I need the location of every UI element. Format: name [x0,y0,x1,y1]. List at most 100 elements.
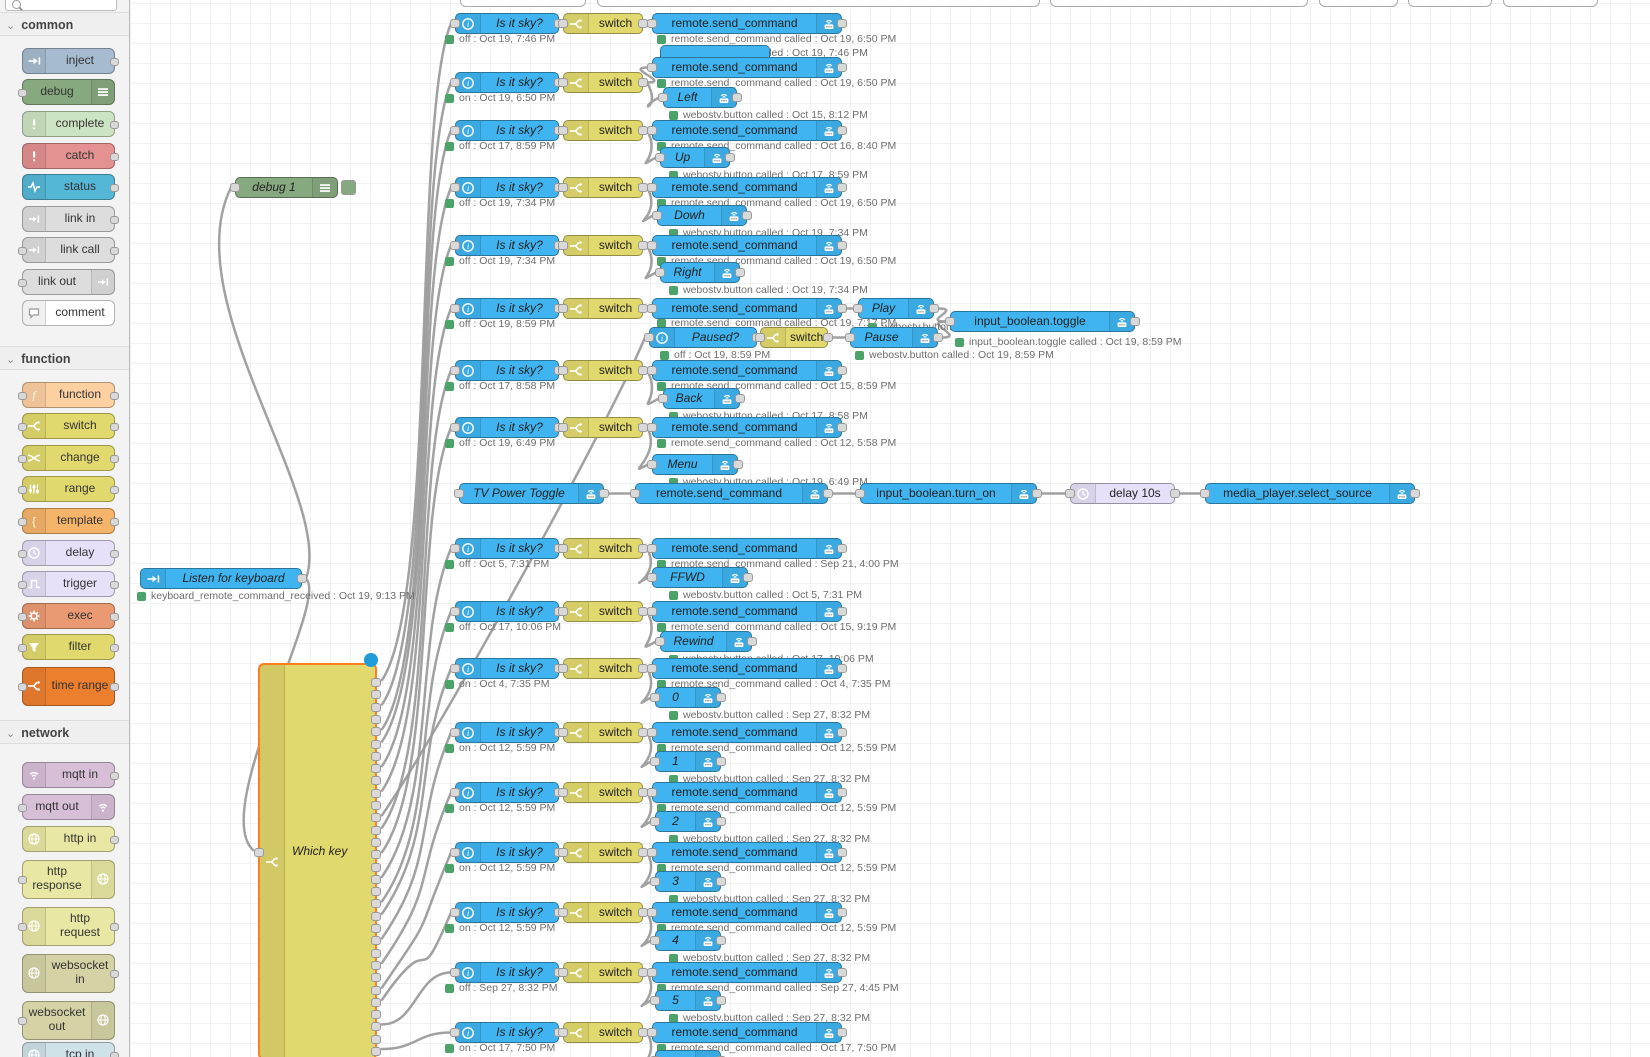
input-port[interactable] [450,241,460,250]
input-port[interactable] [647,241,657,250]
switch-node[interactable]: switch [558,235,648,256]
output-port[interactable] [837,183,847,192]
input-port[interactable] [230,183,240,192]
palette-node-switch[interactable]: switch [18,413,119,439]
palette-node-complete[interactable]: complete [22,111,119,137]
switch-node[interactable]: switch [558,298,648,319]
tv-flow-node[interactable]: delay 10s [1065,483,1180,504]
input-port[interactable] [647,304,657,313]
input-port[interactable] [450,848,460,857]
wire[interactable] [380,307,453,792]
key-button-node[interactable]: Left [658,87,742,108]
input-port[interactable] [558,728,568,737]
output-port[interactable] [371,776,381,786]
output-port[interactable] [716,693,726,702]
switch-node[interactable]: switch [558,13,648,34]
tv-flow-node[interactable]: media_player.select_source [1200,483,1420,504]
remote-send-command-node[interactable]: remote.send_command [647,417,847,438]
key-button-node[interactable]: Menu [647,454,743,475]
palette-node-time-range[interactable]: time range [18,666,119,706]
input-port[interactable] [644,333,654,342]
input-port[interactable] [450,78,460,87]
input-port[interactable] [450,728,460,737]
palette-node-trigger[interactable]: trigger [18,571,119,597]
wire[interactable] [641,186,655,223]
output-port[interactable] [371,1022,381,1032]
wire[interactable] [217,186,311,580]
switch-node[interactable]: switch [558,962,648,983]
palette-section-header-function[interactable]: ⌄ function [0,346,129,370]
output-port[interactable] [837,304,847,313]
input-port[interactable] [647,968,657,977]
output-port[interactable] [716,817,726,826]
input-port[interactable] [647,126,657,135]
input-port[interactable] [558,848,568,857]
input-port[interactable] [558,968,568,977]
wire[interactable] [640,911,653,948]
output-port[interactable] [1130,317,1140,326]
input-port[interactable] [558,366,568,375]
tv-flow-node[interactable]: remote.send_command [630,483,833,504]
wire[interactable] [637,426,653,470]
input-boolean-toggle-node[interactable]: input_boolean.toggle [945,311,1140,332]
palette-node-inject[interactable]: inject [22,48,119,74]
palette-section-header-network[interactable]: ⌄ network [0,720,129,744]
palette-section-header-common[interactable]: ⌄ common [0,12,129,36]
event-listen-node[interactable]: Listen for keyboard [140,568,307,589]
switch-node[interactable]: switch [558,722,648,743]
switch-node[interactable]: switch [558,842,648,863]
wire[interactable] [380,731,453,940]
remote-send-command-node[interactable]: remote.send_command [647,1022,847,1043]
output-port[interactable] [371,924,381,933]
wire[interactable] [640,971,653,1008]
input-port[interactable] [945,317,955,326]
output-port[interactable] [599,489,609,498]
output-port[interactable] [371,751,381,761]
output-port[interactable] [371,973,381,983]
input-port[interactable] [450,126,460,135]
palette-node-mqtt-in[interactable]: mqtt in [22,762,119,788]
input-port[interactable] [254,848,264,857]
wire[interactable] [640,791,653,829]
wire[interactable] [380,244,453,768]
key-button-node[interactable]: Dowh [652,205,752,226]
palette-node-tcp-in[interactable]: tcp in [22,1042,119,1057]
input-port[interactable] [647,19,657,28]
input-port[interactable] [558,19,568,28]
input-port[interactable] [647,573,657,582]
output-port[interactable] [371,862,381,872]
wire[interactable] [645,369,661,406]
palette-node-debug[interactable]: debug [18,79,115,105]
palette-node-catch[interactable]: catch [22,143,119,169]
input-port[interactable] [450,544,460,553]
output-port[interactable] [371,960,381,970]
palette-node-http-response[interactable]: http response [18,859,115,899]
output-port[interactable] [371,801,381,810]
key-button-node[interactable]: Play [853,298,939,319]
remote-send-command-node[interactable]: remote.send_command [647,658,847,679]
palette-node-link-in[interactable]: link in [22,206,119,232]
input-port[interactable] [647,63,657,72]
output-port[interactable] [371,714,381,724]
is-it-sky-node[interactable]: i Is it sky? [450,658,564,679]
is-it-sky-node[interactable]: i Is it sky? [450,298,564,319]
wire[interactable] [640,667,653,705]
output-port[interactable] [371,850,381,860]
output-port[interactable] [371,997,381,1007]
output-port[interactable] [371,837,381,847]
output-port[interactable] [732,93,742,102]
switch-node[interactable]: switch [558,538,648,559]
is-it-sky-node[interactable]: i Is it sky? [450,1022,564,1043]
remote-send-command-node[interactable]: remote.send_command [647,120,847,141]
output-port[interactable] [837,241,847,250]
switch-node[interactable]: switch [558,601,648,622]
key-button-node[interactable] [650,1050,726,1057]
output-port[interactable] [371,825,381,835]
remote-send-command-node[interactable]: remote.send_command [647,57,847,78]
is-it-sky-node[interactable]: i Is it sky? [450,235,564,256]
input-port[interactable] [650,936,660,945]
palette-node-http-request[interactable]: http request [18,906,119,946]
output-port[interactable] [933,333,943,342]
output-port[interactable] [837,908,847,917]
